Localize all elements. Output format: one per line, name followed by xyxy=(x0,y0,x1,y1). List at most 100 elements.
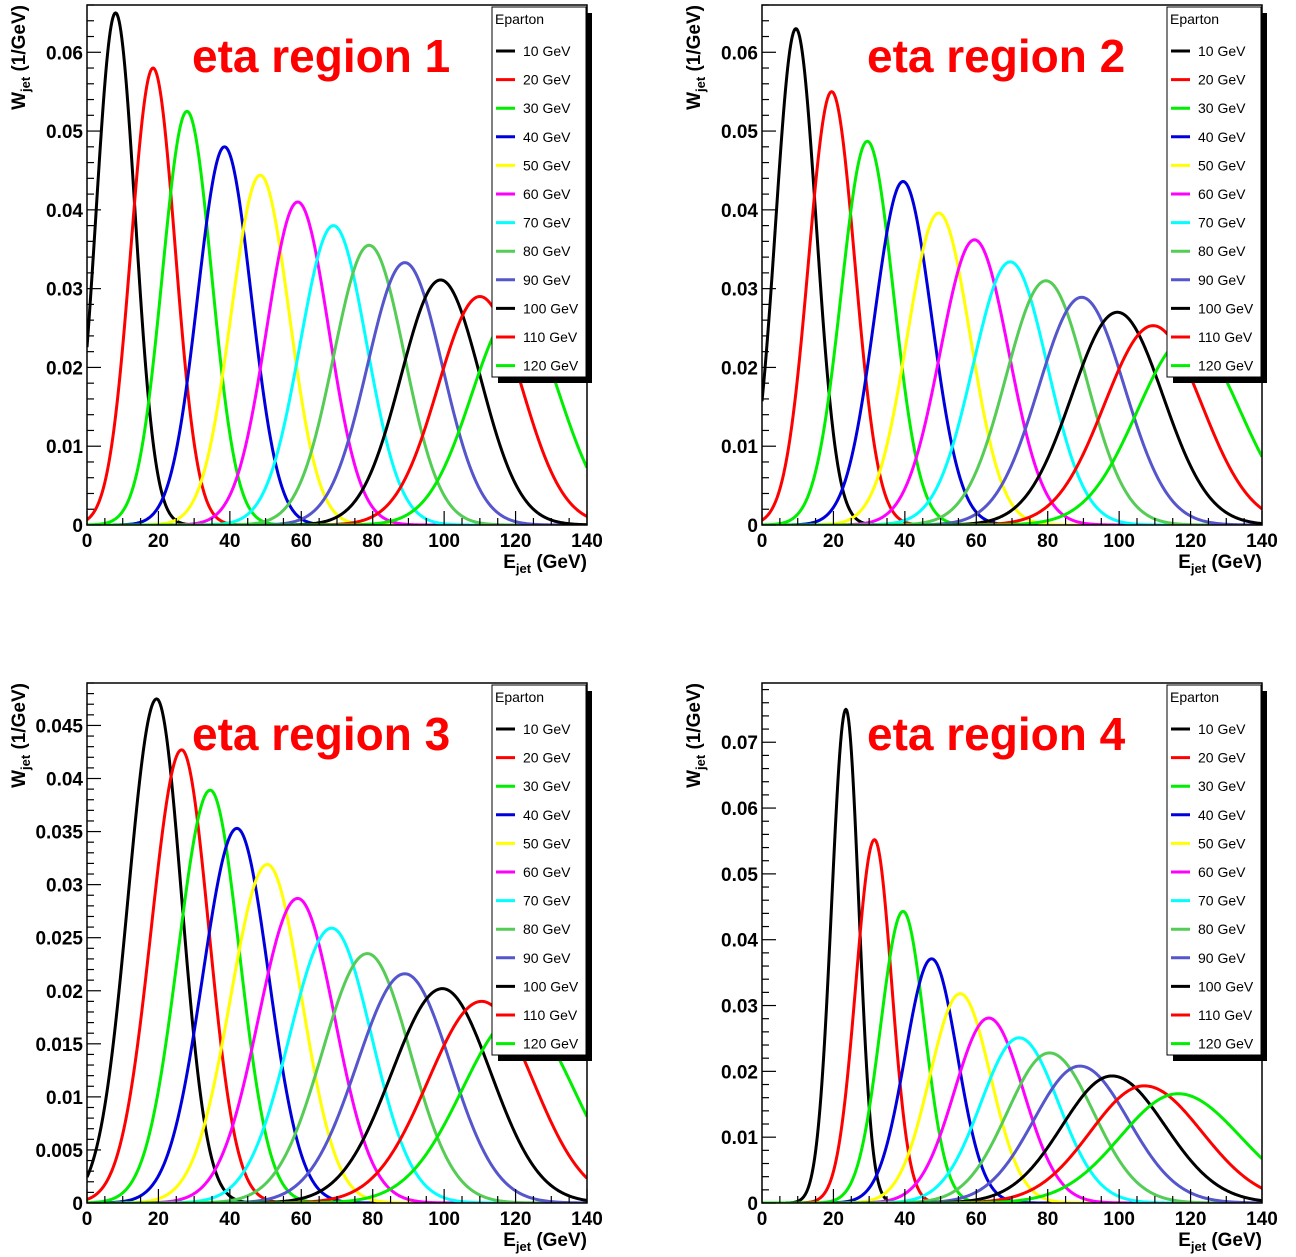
y-tick-label: 0.04 xyxy=(46,770,83,791)
y-tick-label: 0.06 xyxy=(46,43,83,64)
y-tick-label: 0.05 xyxy=(721,122,758,143)
x-tick-label: 80 xyxy=(1037,531,1058,552)
legend-entry: 30 GeV xyxy=(1198,778,1246,794)
x-axis-label: Ejet (GeV) xyxy=(1178,552,1262,576)
legend-entry: 50 GeV xyxy=(523,835,571,851)
legend-entry: 60 GeV xyxy=(1198,864,1246,880)
series-line-10-gev xyxy=(762,27,1262,525)
legend-entry: 80 GeV xyxy=(1198,921,1246,937)
panel-2: 0 20 40 60 80 100 120 140 0 0.01 0.02 0.03 0.04 0.05 0… xyxy=(684,4,1278,576)
legend-entry: 70 GeV xyxy=(1198,215,1246,231)
y-tick-label: 0.06 xyxy=(721,799,758,820)
y-tick-label: 0 xyxy=(747,516,758,537)
series-line-10-gev xyxy=(87,11,587,525)
y-tick-label: 0 xyxy=(72,516,83,537)
x-tick-label: 140 xyxy=(571,1209,603,1230)
y-tick-label: 0.01 xyxy=(46,1088,83,1109)
legend-entry: 10 GeV xyxy=(1198,721,1246,737)
legend-box xyxy=(1166,684,1262,1056)
series-line-20-gev xyxy=(87,748,587,1203)
legend-entry: 10 GeV xyxy=(523,43,571,59)
legend-entry: 100 GeV xyxy=(523,300,579,316)
x-tick-label: 60 xyxy=(966,531,987,552)
y-tick-label: 0.015 xyxy=(35,1035,83,1056)
y-tick-label: 0.01 xyxy=(46,437,83,458)
series-line-30-gev xyxy=(87,109,587,525)
series-line-20-gev xyxy=(762,90,1262,525)
legend-title: Eparton xyxy=(1170,11,1219,27)
x-tick-label: 20 xyxy=(148,531,169,552)
legend-box xyxy=(491,684,587,1056)
x-tick-label: 120 xyxy=(500,531,532,552)
y-tick-label: 0.04 xyxy=(721,201,758,222)
legend-entry: 110 GeV xyxy=(523,1007,578,1023)
region-title: eta region 3 xyxy=(192,708,450,760)
legend: Eparton 10 GeV 20 GeV 30 GeV 40 GeV 50 GeV 60 … xyxy=(491,6,592,383)
y-tick-label: 0.02 xyxy=(46,358,83,379)
legend-entry: 90 GeV xyxy=(1198,950,1246,966)
x-tick-label: 0 xyxy=(82,1209,93,1230)
x-tick-label: 140 xyxy=(1246,531,1278,552)
x-axis-label: Ejet (GeV) xyxy=(503,1230,587,1254)
x-tick-label: 40 xyxy=(894,531,915,552)
y-tick-label: 0.04 xyxy=(46,201,83,222)
panel-4: 0 20 40 60 80 100 120 140 0 0.01 0.02 0.03 0.04 0.05 0… xyxy=(684,682,1278,1254)
x-tick-label: 40 xyxy=(219,531,240,552)
legend-entry: 70 GeV xyxy=(1198,893,1246,909)
legend-entry: 50 GeV xyxy=(1198,835,1246,851)
x-tick-label: 40 xyxy=(219,1209,240,1230)
legend-box xyxy=(1166,6,1262,378)
y-tick-label: 0.03 xyxy=(46,876,83,897)
y-tick-label: 0.03 xyxy=(721,997,758,1018)
x-tick-label: 0 xyxy=(757,531,768,552)
y-tick-label: 0.045 xyxy=(35,716,83,737)
legend-entry: 120 GeV xyxy=(1198,358,1254,374)
legend-entry: 120 GeV xyxy=(523,1036,579,1052)
legend-entry: 10 GeV xyxy=(1198,43,1246,59)
x-tick-label: 80 xyxy=(362,531,383,552)
x-axis-label: Ejet (GeV) xyxy=(1178,1230,1262,1254)
y-tick-label: 0.005 xyxy=(35,1141,83,1162)
legend-entry: 110 GeV xyxy=(1198,1007,1253,1023)
legend-entry: 20 GeV xyxy=(1198,72,1246,88)
y-tick-label: 0.05 xyxy=(46,122,83,143)
legend-entry: 100 GeV xyxy=(1198,978,1254,994)
x-tick-label: 40 xyxy=(894,1209,915,1230)
legend-entry: 40 GeV xyxy=(523,129,571,145)
series-line-30-gev xyxy=(762,909,1262,1203)
series-line-90-gev xyxy=(87,972,587,1203)
series-line-80-gev xyxy=(762,279,1262,525)
panel-3: 0 20 40 60 80 100 120 140 0 0.005 0.01 0.015 0.02 0.0… xyxy=(9,682,603,1254)
x-tick-label: 80 xyxy=(362,1209,383,1230)
legend-entry: 70 GeV xyxy=(523,215,571,231)
legend: Eparton 10 GeV 20 GeV 30 GeV 40 GeV 50 GeV 60 … xyxy=(1166,6,1267,383)
region-title: eta region 2 xyxy=(867,30,1125,82)
y-tick-label: 0.07 xyxy=(721,733,758,754)
series-line-80-gev xyxy=(762,1051,1262,1203)
x-tick-label: 20 xyxy=(823,1209,844,1230)
y-axis-label: Wjet (1/GeV) xyxy=(684,5,708,110)
region-title: eta region 1 xyxy=(192,30,450,82)
legend-entry: 10 GeV xyxy=(523,721,571,737)
y-axis-label: Wjet (1/GeV) xyxy=(684,683,708,788)
legend-entry: 20 GeV xyxy=(1198,750,1246,766)
legend-entry: 120 GeV xyxy=(523,358,579,374)
legend-box xyxy=(491,6,587,378)
x-tick-label: 140 xyxy=(571,531,603,552)
legend-entry: 90 GeV xyxy=(523,272,571,288)
series-line-30-gev xyxy=(762,139,1262,525)
legend-entry: 60 GeV xyxy=(523,186,571,202)
legend-entry: 70 GeV xyxy=(523,893,571,909)
y-tick-label: 0.04 xyxy=(721,931,758,952)
x-tick-label: 100 xyxy=(428,531,460,552)
series-line-100-gev xyxy=(762,310,1262,525)
legend-entry: 120 GeV xyxy=(1198,1036,1254,1052)
legend-title: Eparton xyxy=(495,689,544,705)
y-tick-label: 0.035 xyxy=(35,823,83,844)
y-tick-label: 0.01 xyxy=(721,1128,758,1149)
legend-entry: 50 GeV xyxy=(523,157,571,173)
legend-entry: 90 GeV xyxy=(523,950,571,966)
y-tick-label: 0 xyxy=(747,1194,758,1215)
legend-entry: 20 GeV xyxy=(523,750,571,766)
